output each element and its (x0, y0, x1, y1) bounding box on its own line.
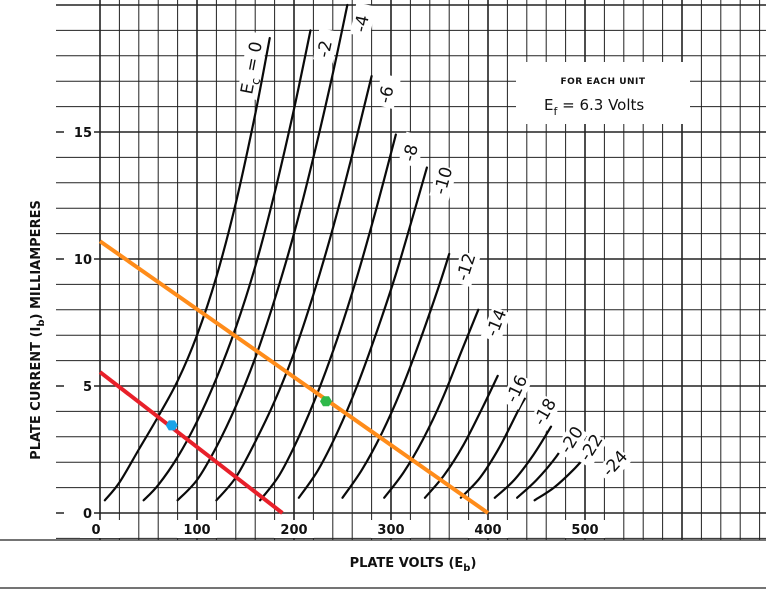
curve-label-bg (500, 372, 533, 410)
curve-label-bg (573, 430, 608, 469)
x-tick-bg (565, 520, 605, 538)
curve-label-text: -8 (399, 142, 423, 163)
curve-label: -24 (595, 446, 633, 484)
note-box (516, 62, 690, 124)
note-e: E (544, 96, 553, 114)
load-line (98, 370, 284, 515)
curve-label-bg (374, 73, 402, 110)
load-lines (98, 239, 490, 515)
curve-label: -12 (451, 250, 481, 288)
y-tick-bg (64, 504, 94, 522)
y-label-tail: ) MILLIAMPERES (29, 200, 44, 319)
note-line2: Ef = 6.3 Volts (544, 96, 644, 118)
curve-label: -4 (349, 2, 377, 38)
curve-label-text: -4 (351, 13, 374, 34)
note-line1: FOR EACH UNIT (560, 77, 645, 87)
curve-label-bg (554, 422, 589, 461)
x-tick-label: 0 (91, 523, 100, 538)
operating-point-marker (165, 420, 178, 431)
curve-label: -10 (429, 164, 458, 201)
x-axis-label: PLATE VOLTS (Eb) (350, 556, 477, 574)
curve-label-bg (451, 250, 481, 288)
operating-points (165, 396, 333, 431)
curve-line (383, 308, 480, 499)
x-tick-bg (371, 520, 411, 538)
label-e: E (237, 82, 259, 96)
y-tick-bg (64, 123, 94, 141)
y-tick-label: 0 (83, 507, 92, 522)
curve-label-bg (527, 394, 562, 433)
curve-label-bg (429, 164, 458, 201)
x-label-main: PLATE VOLTS (E (350, 556, 464, 571)
x-tick-label: 100 (183, 523, 210, 538)
x-tick-bg (177, 520, 217, 538)
curve-label-bg (312, 27, 340, 64)
tick-labels: 0 100 200 300 400 500 0 5 10 15 (64, 123, 605, 538)
y-tick-bg (64, 250, 94, 268)
curve-line (297, 166, 428, 499)
load-line (98, 239, 490, 515)
curve-line (493, 425, 553, 499)
curve-line (215, 75, 373, 502)
curve-label: -14 (480, 306, 512, 344)
curve-line (142, 29, 312, 502)
y-label-sub: b (36, 319, 47, 326)
curve-label-bg (595, 446, 633, 484)
y-tick-label: 5 (83, 380, 92, 395)
y-axis-label: PLATE CURRENT (Ib) MILLIAMPERES (29, 200, 47, 460)
curve-line (176, 3, 349, 502)
curve-line (103, 36, 271, 502)
operating-point-marker (320, 396, 333, 407)
curve-label: -18 (527, 394, 562, 433)
curve-label-text: -12 (453, 251, 480, 284)
curve-label-bg (398, 131, 426, 168)
note-e-sub: f (553, 105, 558, 118)
curve-label: -2 (312, 27, 340, 64)
x-tick-label: 200 (280, 523, 307, 538)
y-tick-label: 15 (74, 126, 92, 141)
curve-line (341, 252, 451, 499)
y-tick-bg (64, 377, 94, 395)
curve-line (423, 374, 499, 499)
curve-label: -16 (500, 372, 533, 410)
curve-label-bg (480, 306, 512, 344)
x-tick-label: 400 (474, 523, 501, 538)
x-tick-bg (274, 520, 314, 538)
y-tick-label: 10 (74, 253, 92, 268)
label-e-sub: c (248, 77, 263, 86)
x-tick-label: 500 (571, 523, 598, 538)
y-label-main: PLATE CURRENT (I (29, 327, 44, 460)
x-tick-bg (468, 520, 508, 538)
curve-label-text: -6 (375, 84, 398, 105)
x-tick-bg (80, 520, 120, 538)
curve-label-bg (349, 2, 377, 38)
curve-line (258, 133, 397, 502)
curve-line (459, 397, 526, 499)
curve-label: Ec = 0 (236, 31, 269, 100)
x-tick-label: 300 (377, 523, 404, 538)
x-label-close: ) (470, 556, 476, 571)
curve-label-bg (236, 31, 269, 100)
curve-label-text: -2 (314, 39, 337, 60)
x-label-sub: b (463, 563, 470, 574)
note-rest: = 6.3 Volts (557, 96, 644, 114)
curve-label: -8 (398, 131, 426, 168)
characteristic-curves (103, 3, 593, 502)
curve-label: -6 (374, 73, 402, 110)
curve-label-text: -10 (430, 165, 457, 197)
